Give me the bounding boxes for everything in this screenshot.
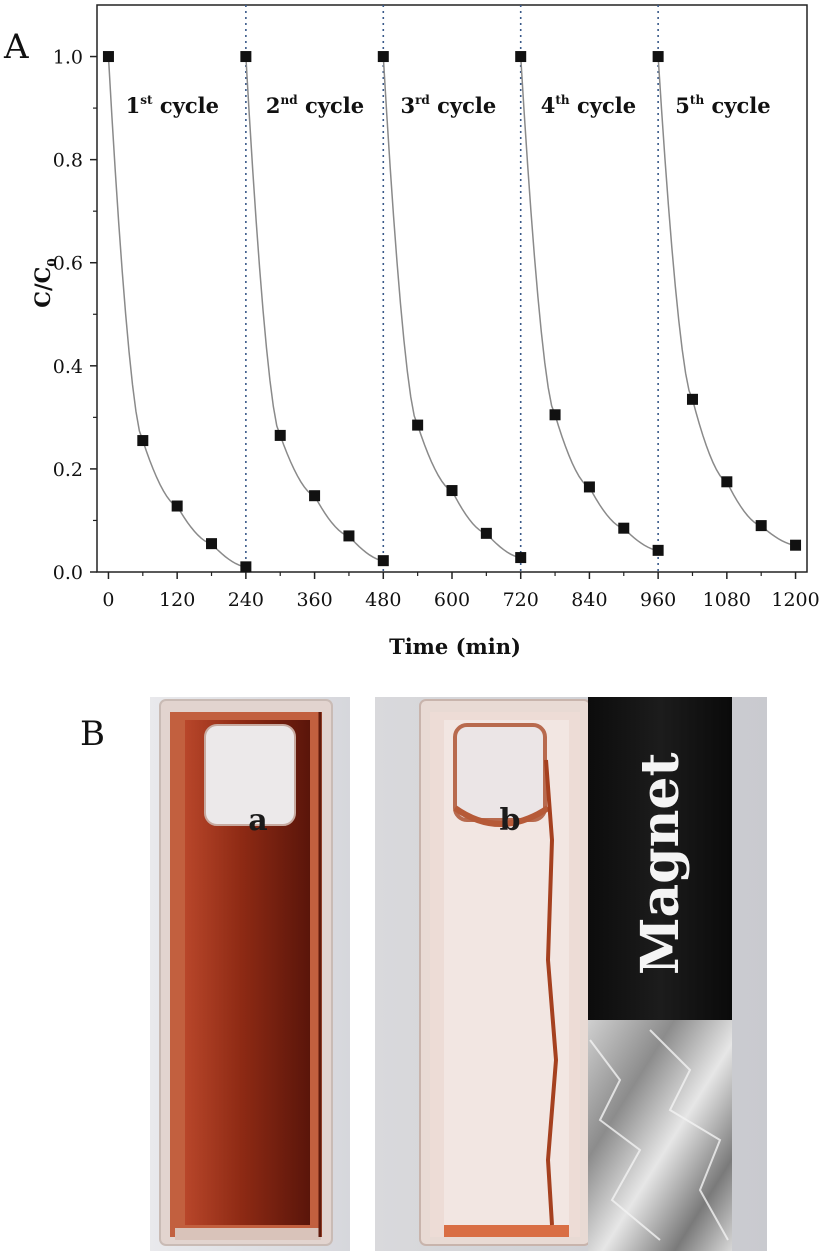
cycle-4-point — [549, 409, 561, 421]
y-axis-title-sub: 0 — [45, 258, 59, 266]
cycle-1-point — [206, 538, 218, 550]
cycle-2-point — [309, 490, 321, 502]
cycle-1-point — [171, 500, 183, 512]
cycle-2-point — [343, 530, 355, 542]
cycle-1-point — [240, 561, 252, 573]
x-tick-label: 480 — [365, 589, 401, 611]
x-tick-label: 600 — [434, 589, 470, 611]
cycle-3-point — [377, 51, 389, 63]
cycle-5-point — [721, 476, 733, 488]
series-markers — [102, 51, 802, 573]
cycle-1-line — [107, 56, 246, 568]
magnet-label: Magnet — [630, 752, 691, 975]
cycle-1-point — [102, 51, 114, 63]
cycle-4-line — [519, 56, 659, 552]
photo-cuvette-a: a — [150, 697, 350, 1251]
cycle-3-line — [382, 56, 521, 559]
cycle-5-point — [755, 520, 767, 532]
photo-cuvette-b-with-magnet: b Magnet — [375, 697, 767, 1251]
magnet-foil — [588, 1020, 732, 1251]
x-tick-label: 240 — [228, 589, 264, 611]
panel-label-a: A — [3, 27, 29, 67]
panel-label-b: B — [80, 714, 105, 754]
y-tick-label: 0.6 — [53, 253, 83, 275]
x-tick-label: 720 — [503, 589, 539, 611]
x-axis-title: Time (min) — [389, 634, 521, 659]
cycle-3-point — [446, 485, 458, 497]
y-axis-title: C/C0 — [30, 258, 59, 307]
cycle-2-point — [377, 555, 389, 567]
cycle-3-point — [515, 552, 527, 564]
cycle-4-point — [618, 522, 630, 534]
cycle-5-point — [686, 393, 698, 405]
cuvette-a-label: a — [248, 803, 267, 838]
cycle-4-point — [515, 51, 527, 63]
x-axis-ticks: 0 120 240 360 480 600 720 840 960 1080 1200 — [102, 572, 820, 611]
degradation-cycle-chart: 0 120 240 360 480 600 720 840 960 1080 1200 0.0 0.2… — [30, 4, 820, 659]
cycle-dividers — [245, 5, 659, 572]
y-tick-label: 0.8 — [53, 150, 83, 172]
cycle-2-point — [240, 51, 252, 63]
y-axis-title-main: C/C — [30, 267, 55, 308]
y-axis-ticks: 0.0 0.2 0.4 0.6 0.8 1.0 — [53, 47, 97, 584]
cycle-5-point — [790, 539, 802, 551]
y-tick-label: 0.4 — [53, 356, 83, 378]
cycle-labels: 1st cycle 2nd cycle 3rd cycle 4th cycle 5th … — [126, 93, 771, 118]
cycle-3-point — [480, 527, 492, 539]
x-tick-label: 960 — [640, 589, 676, 611]
cycle-1-point — [137, 435, 149, 447]
x-tick-label: 120 — [159, 589, 195, 611]
cycle-3-point — [412, 419, 424, 431]
cycle-2-point — [274, 429, 286, 441]
cycle-label-4: 4th cycle — [541, 93, 636, 118]
y-tick-label: 0.2 — [53, 459, 83, 481]
cycle-4-point — [652, 544, 664, 556]
x-tick-label: 1200 — [771, 589, 819, 611]
magnet-block — [588, 697, 732, 1027]
x-tick-label: 0 — [102, 589, 114, 611]
x-tick-label: 840 — [571, 589, 607, 611]
cuvette-b-label: b — [500, 803, 521, 838]
cycle-label-3: 3rd cycle — [400, 93, 496, 118]
cycle-5-point — [652, 51, 664, 63]
x-tick-label: 1080 — [703, 589, 751, 611]
cycle-label-5: 5th cycle — [675, 93, 770, 118]
cycle-2-line — [245, 56, 384, 562]
y-tick-label: 1.0 — [53, 47, 83, 69]
cycle-label-1: 1st cycle — [126, 93, 219, 118]
y-tick-label: 0.0 — [53, 562, 83, 584]
cycle-5-line — [657, 56, 796, 546]
cycle-label-2: 2nd cycle — [266, 93, 364, 118]
x-tick-label: 360 — [296, 589, 332, 611]
cycle-4-point — [583, 481, 595, 493]
